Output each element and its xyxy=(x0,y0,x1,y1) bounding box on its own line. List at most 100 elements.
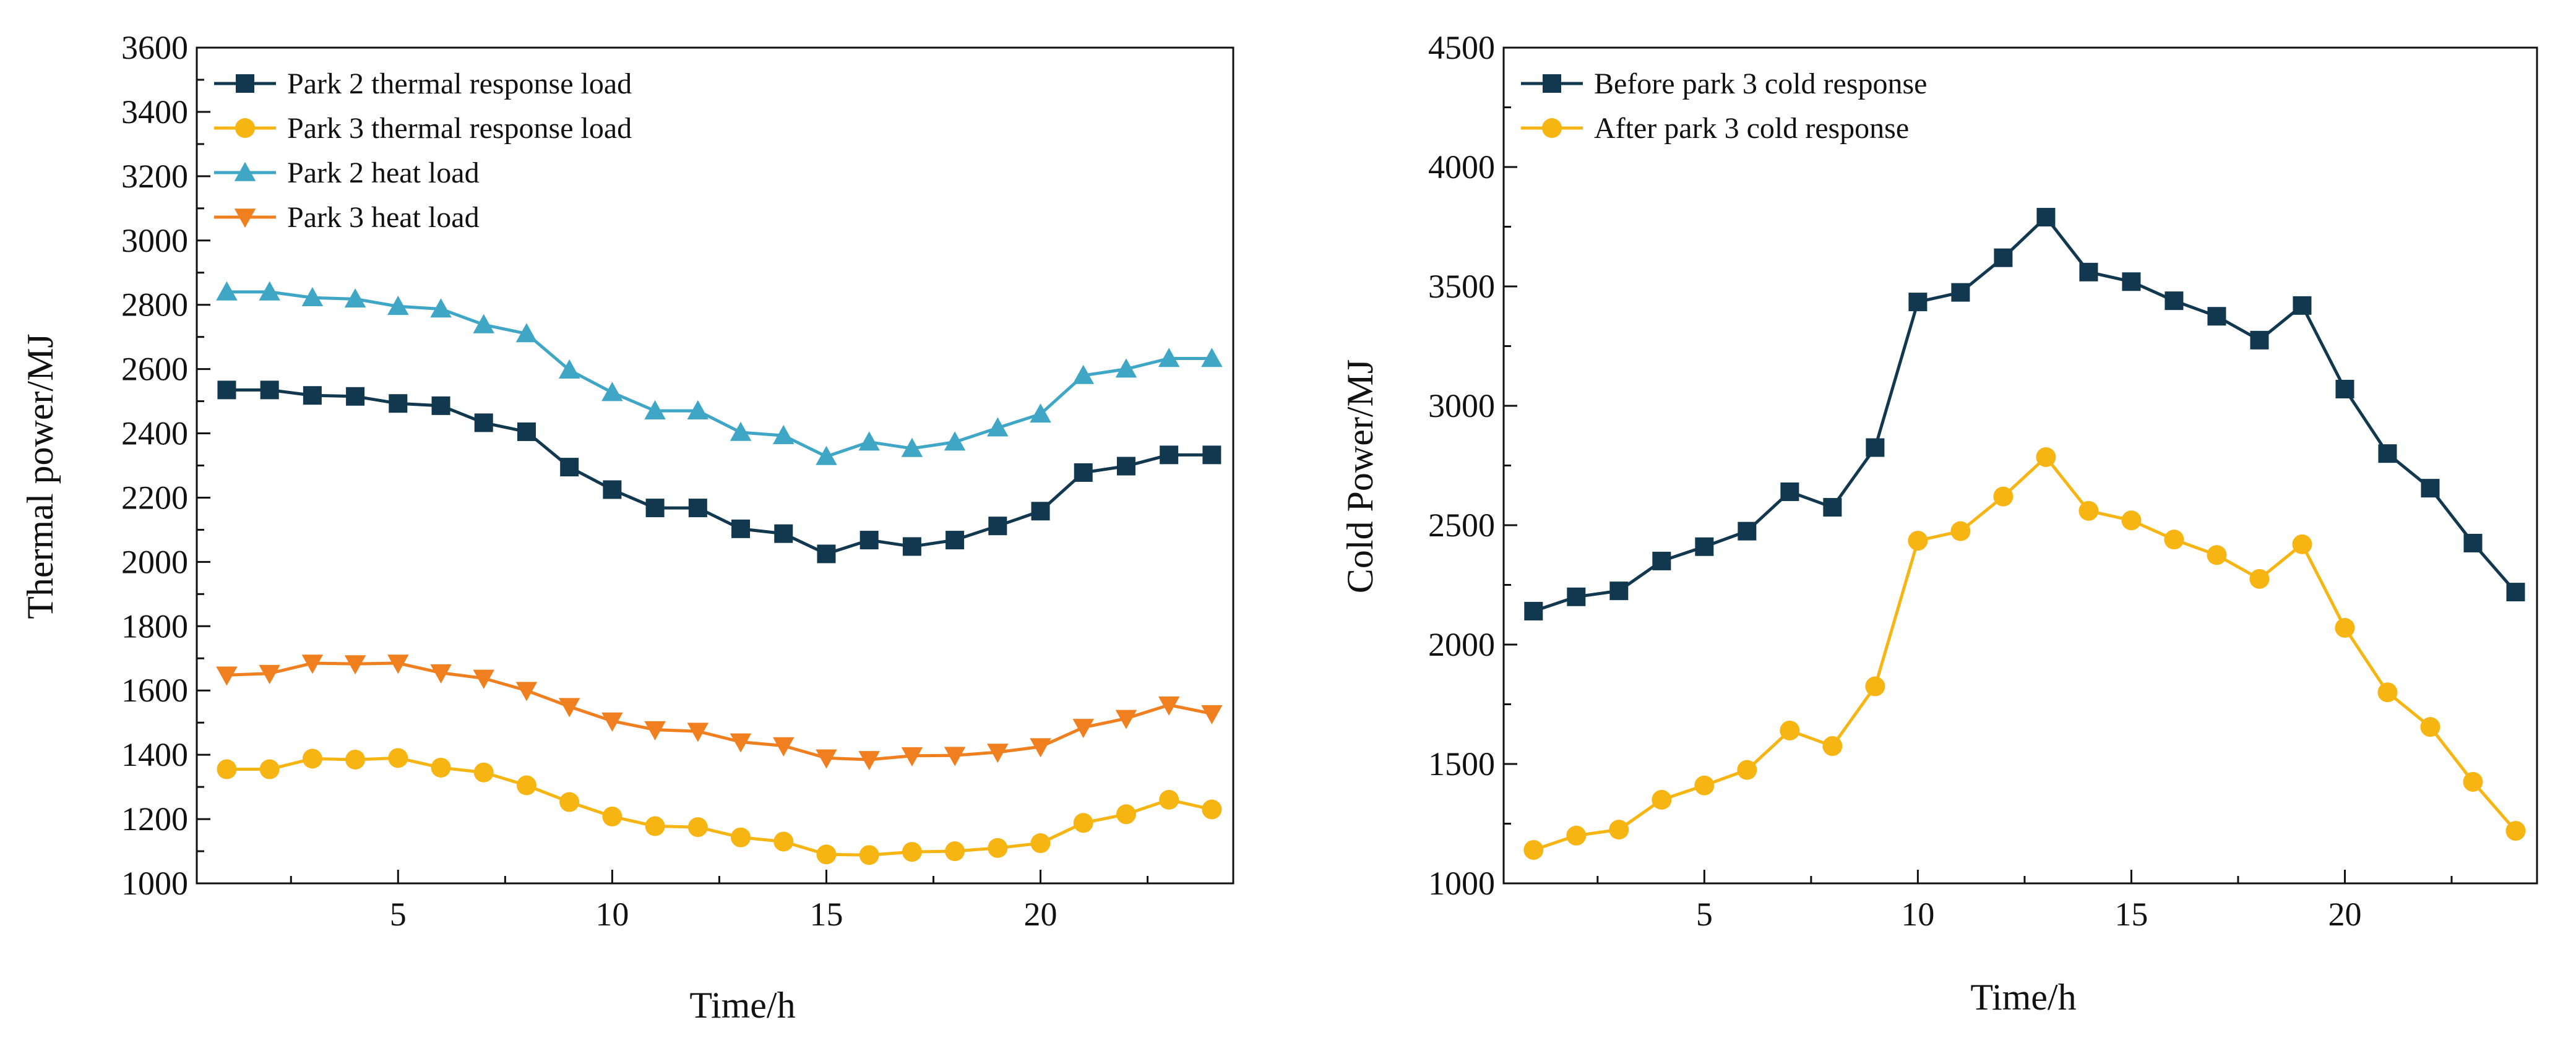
thermal-y-tick-label: 2400 xyxy=(121,415,188,452)
thermal-y-tick-label: 1800 xyxy=(121,607,188,645)
cold-data-point xyxy=(1780,482,1799,501)
thermal-data-point xyxy=(1158,696,1180,716)
thermal-data-point xyxy=(774,524,793,543)
thermal-legend: Park 2 thermal response load Park 3 therm… xyxy=(214,67,632,234)
cold-data-point xyxy=(2335,617,2355,638)
cold-data-point xyxy=(1780,720,1800,740)
thermal-power-chart: Time/h Thermal power/MJ 1000 1200 1400 1600… xyxy=(20,29,1234,1026)
cold-data-point xyxy=(1993,486,2014,507)
thermal-y-tick-label: 3200 xyxy=(121,158,188,195)
thermal-data-point xyxy=(901,437,923,457)
thermal-data-point xyxy=(515,323,538,343)
thermal-data-point xyxy=(473,669,494,689)
thermal-data-point xyxy=(516,775,536,796)
thermal-data-point xyxy=(1072,364,1094,384)
cold-power-chart: Time/h Cold Power/MJ 1000 1500 2000 2500 300… xyxy=(1340,29,2538,1018)
thermal-data-point xyxy=(1158,348,1180,367)
thermal-data-point xyxy=(772,424,795,444)
cold-data-point xyxy=(1694,775,1715,796)
cold-y-tick-label: 2000 xyxy=(1428,626,1495,663)
cold-legend: Before park 3 cold response After park 3 … xyxy=(1521,67,1927,145)
thermal-data-point xyxy=(474,413,493,432)
thermal-legend-marker xyxy=(235,118,255,138)
thermal-data-point xyxy=(301,654,324,674)
thermal-legend-label: Park 2 thermal response load xyxy=(287,67,632,100)
thermal-series-4 xyxy=(216,654,1223,771)
thermal-y-tick-label: 2000 xyxy=(121,543,188,580)
cold-data-point xyxy=(1609,820,1629,840)
cold-data-point xyxy=(2420,717,2440,737)
thermal-data-point xyxy=(1201,348,1223,367)
thermal-series-line xyxy=(226,290,1212,458)
thermal-data-point xyxy=(431,396,450,415)
thermal-data-point xyxy=(1116,804,1136,825)
thermal-y-tick-label: 1000 xyxy=(121,865,188,902)
thermal-data-point xyxy=(987,744,1009,763)
thermal-x-tick-label: 20 xyxy=(1024,896,1058,933)
thermal-data-point xyxy=(558,698,580,718)
cold-data-point xyxy=(2036,447,2056,467)
thermal-data-point xyxy=(773,831,794,852)
cold-series-1 xyxy=(1524,208,2525,620)
thermal-data-point xyxy=(859,845,879,865)
cold-data-point xyxy=(1695,537,1714,556)
thermal-data-point xyxy=(1201,705,1223,724)
cold-data-point xyxy=(2249,568,2270,589)
thermal-data-point xyxy=(1159,789,1179,810)
thermal-data-point xyxy=(902,842,922,862)
cold-data-point xyxy=(1822,736,1843,757)
thermal-legend-label: Park 3 thermal response load xyxy=(287,112,632,145)
thermal-data-point xyxy=(601,712,623,732)
thermal-data-point xyxy=(559,792,580,812)
cold-data-point xyxy=(2505,821,2526,841)
thermal-data-point xyxy=(944,747,966,766)
thermal-data-point xyxy=(1115,710,1137,729)
thermal-data-point xyxy=(730,733,752,753)
thermal-data-point xyxy=(260,380,279,400)
cold-data-point xyxy=(1865,676,1885,697)
cold-x-tick-label: 15 xyxy=(2114,896,2148,933)
thermal-data-point xyxy=(388,748,408,768)
thermal-data-point xyxy=(301,287,324,307)
cold-data-point xyxy=(1994,248,2013,267)
cold-y-tick-label: 3500 xyxy=(1428,268,1495,305)
thermal-data-point xyxy=(944,431,966,451)
thermal-legend-label: Park 3 heat load xyxy=(287,201,480,234)
cold-legend-marker xyxy=(1543,74,1561,93)
thermal-data-point xyxy=(731,827,751,847)
thermal-data-point xyxy=(687,723,709,742)
cold-data-point xyxy=(2207,545,2227,565)
thermal-data-point xyxy=(216,666,238,686)
cold-data-point xyxy=(2421,479,2440,498)
cold-data-point xyxy=(2078,500,2099,521)
thermal-data-point xyxy=(515,682,538,701)
thermal-data-point xyxy=(644,400,666,419)
thermal-data-point xyxy=(517,422,536,441)
thermal-data-point xyxy=(302,749,322,769)
thermal-data-point xyxy=(946,531,965,550)
thermal-y-tick-label: 1200 xyxy=(121,800,188,838)
thermal-data-point xyxy=(817,544,836,564)
cold-series-2 xyxy=(1523,447,2526,860)
thermal-data-point xyxy=(988,517,1007,536)
thermal-data-point xyxy=(387,296,409,315)
cold-data-point xyxy=(2165,291,2184,311)
thermal-data-point xyxy=(1030,403,1051,423)
cold-data-point xyxy=(2122,272,2141,291)
cold-data-point xyxy=(2036,208,2056,227)
cold-legend-label: Before park 3 cold response xyxy=(1594,67,1927,100)
thermal-data-point xyxy=(858,431,880,451)
thermal-data-point xyxy=(816,844,837,865)
cold-data-point xyxy=(1951,283,1970,302)
thermal-data-point xyxy=(601,382,623,401)
thermal-data-point xyxy=(345,749,366,770)
cold-data-point xyxy=(2121,510,2142,531)
thermal-data-point xyxy=(945,841,965,862)
cold-x-tick-label: 20 xyxy=(2328,896,2361,933)
cold-y-tick-label: 4000 xyxy=(1428,148,1495,186)
cold-data-point xyxy=(2292,534,2312,554)
thermal-y-tick-label: 2800 xyxy=(121,286,188,324)
thermal-y-tick-label: 3400 xyxy=(121,93,188,131)
cold-data-point xyxy=(2463,533,2483,552)
thermal-data-point xyxy=(988,838,1008,858)
